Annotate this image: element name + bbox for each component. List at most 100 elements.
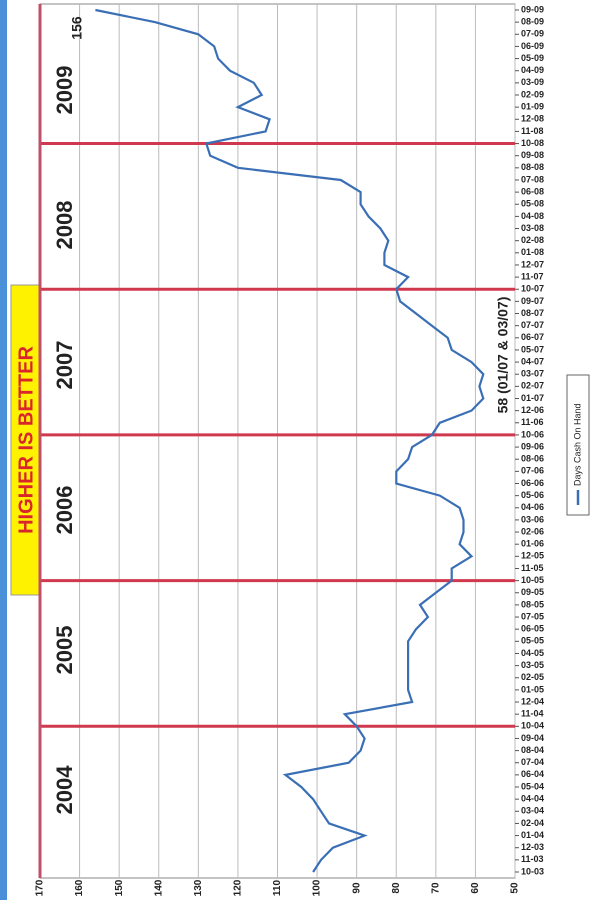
value-tick-label: 160: [74, 879, 85, 896]
time-tick-label: 09-04: [521, 733, 544, 743]
year-label: 2008: [52, 201, 77, 250]
value-tick-label: 60: [470, 882, 481, 894]
time-tick-label: 08-09: [521, 17, 544, 27]
time-tick-label: 02-06: [521, 526, 544, 536]
time-tick-label: 08-07: [521, 308, 544, 318]
time-tick-label: 02-09: [521, 89, 544, 99]
time-tick-label: 08-08: [521, 162, 544, 172]
time-tick-label: 11-07: [521, 271, 544, 281]
year-label: 2009: [52, 66, 77, 115]
time-tick-label: 04-08: [521, 211, 544, 221]
time-tick-label: 03-04: [521, 806, 544, 816]
time-tick-label: 05-08: [521, 199, 544, 209]
year-label: 2004: [52, 765, 77, 815]
time-tick-label: 04-04: [521, 794, 544, 804]
legend-label: Days Cash On Hand: [572, 403, 582, 486]
time-tick-label: 08-05: [521, 599, 544, 609]
time-tick-label: 10-07: [521, 284, 544, 294]
year-label: 2006: [52, 486, 77, 535]
time-tick-label: 06-05: [521, 624, 544, 634]
annotation: 58 (01/07 & 03/07): [495, 297, 511, 414]
value-tick-label: 150: [114, 879, 125, 896]
value-tick-label: 70: [430, 882, 441, 894]
time-tick-label: 03-05: [521, 660, 544, 670]
time-tick-label: 04-05: [521, 648, 544, 658]
time-tick-label: 07-04: [521, 757, 544, 767]
time-tick-label: 06-09: [521, 41, 544, 51]
time-tick-label: 05-05: [521, 636, 544, 646]
time-tick-label: 01-04: [521, 830, 544, 840]
value-tick-label: 140: [153, 879, 164, 896]
value-tick-label: 90: [351, 882, 362, 894]
value-tick-label: 110: [272, 879, 283, 896]
time-tick-label: 05-09: [521, 53, 544, 63]
time-tick-label: 09-06: [521, 441, 544, 451]
time-tick-label: 08-06: [521, 454, 544, 464]
time-tick-label: 11-08: [521, 126, 544, 136]
left-border: [0, 0, 7, 900]
time-tick-label: 09-05: [521, 587, 544, 597]
time-tick-label: 02-05: [521, 672, 544, 682]
value-tick-label: 50: [510, 882, 521, 894]
time-tick-label: 06-08: [521, 186, 544, 196]
time-tick-label: 11-04: [521, 709, 544, 719]
time-tick-label: 11-05: [521, 563, 544, 573]
time-tick-label: 01-09: [521, 102, 544, 112]
value-tick-label: 80: [391, 882, 402, 894]
time-tick-label: 07-08: [521, 174, 544, 184]
time-tick-label: 07-06: [521, 466, 544, 476]
time-tick-label: 12-07: [521, 259, 544, 269]
time-tick-label: 06-04: [521, 769, 544, 779]
time-tick-label: 06-07: [521, 332, 544, 342]
time-tick-label: 10-03: [521, 866, 544, 876]
time-tick-label: 12-04: [521, 696, 544, 706]
value-tick-label: 130: [193, 879, 204, 896]
time-tick-label: 11-03: [521, 854, 544, 864]
time-tick-label: 02-07: [521, 381, 544, 391]
time-tick-label: 12-05: [521, 551, 544, 561]
value-tick-label: 120: [233, 879, 244, 896]
time-tick-label: 08-04: [521, 745, 544, 755]
time-tick-label: 07-07: [521, 320, 544, 330]
time-tick-label: 01-05: [521, 684, 544, 694]
time-tick-label: 11-06: [521, 417, 544, 427]
time-tick-label: 07-05: [521, 611, 544, 621]
time-tick-label: 09-07: [521, 296, 544, 306]
chart-title: HIGHER IS BETTER: [15, 346, 37, 534]
time-tick-label: 01-08: [521, 247, 544, 257]
time-tick-label: 10-04: [521, 721, 544, 731]
time-tick-label: 05-06: [521, 490, 544, 500]
time-tick-label: 01-06: [521, 539, 544, 549]
value-tick-label: 100: [312, 879, 323, 896]
time-tick-label: 06-06: [521, 478, 544, 488]
year-label: 2005: [52, 626, 77, 675]
value-tick-label: 170: [35, 879, 46, 896]
time-tick-label: 10-08: [521, 138, 544, 148]
time-tick-label: 04-09: [521, 65, 544, 75]
data-line: [95, 8, 485, 873]
time-tick-label: 04-07: [521, 356, 544, 366]
time-tick-label: 03-08: [521, 223, 544, 233]
year-label: 2007: [52, 341, 77, 390]
time-tick-label: 12-03: [521, 842, 544, 852]
time-tick-label: 02-04: [521, 818, 544, 828]
time-tick-label: 10-06: [521, 429, 544, 439]
time-tick-label: 04-06: [521, 502, 544, 512]
time-tick-label: 12-06: [521, 405, 544, 415]
legend-box: [566, 374, 590, 516]
title-box: [10, 284, 43, 596]
time-tick-label: 05-07: [521, 344, 544, 354]
time-tick-label: 12-08: [521, 114, 544, 124]
time-tick-label: 03-07: [521, 369, 544, 379]
time-tick-label: 05-04: [521, 781, 544, 791]
time-tick-label: 10-05: [521, 575, 544, 585]
time-tick-label: 01-07: [521, 393, 544, 403]
time-tick-label: 02-08: [521, 235, 544, 245]
time-tick-label: 07-09: [521, 29, 544, 39]
annotation: 156: [69, 16, 85, 40]
time-tick-label: 09-09: [521, 4, 544, 14]
time-tick-label: 03-09: [521, 77, 544, 87]
time-tick-label: 09-08: [521, 150, 544, 160]
time-tick-label: 03-06: [521, 514, 544, 524]
